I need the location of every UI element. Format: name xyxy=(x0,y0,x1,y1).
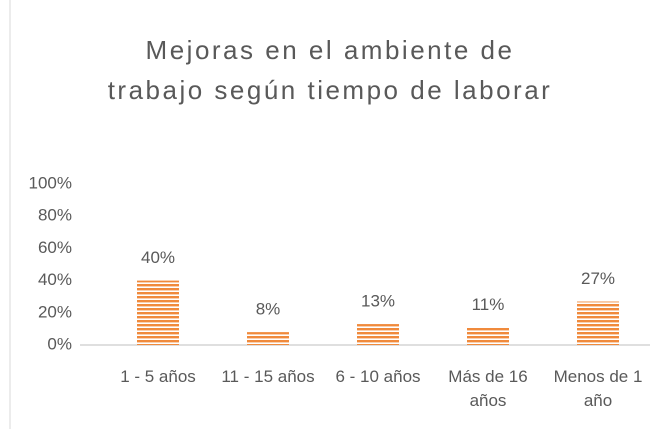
data-label: 8% xyxy=(256,300,281,319)
bar xyxy=(467,327,509,345)
y-tick-label: 40% xyxy=(38,270,72,289)
bar xyxy=(247,332,289,345)
y-tick-label: 100% xyxy=(29,173,72,192)
y-tick-label: 20% xyxy=(38,302,72,321)
data-label: 40% xyxy=(141,248,175,267)
data-label: 27% xyxy=(581,269,615,288)
x-tick-label: 11 - 15 años xyxy=(221,367,315,386)
data-label: 11% xyxy=(472,295,505,314)
bar xyxy=(357,324,399,345)
x-tick-label: Más de 16 años xyxy=(448,367,528,410)
x-tick-label: 1 - 5 años xyxy=(120,367,196,386)
bar xyxy=(137,280,179,345)
data-label: 13% xyxy=(361,292,395,311)
y-tick-label: 60% xyxy=(38,238,72,257)
x-tick-label: Menos de 1 año xyxy=(553,367,643,410)
bar xyxy=(577,301,619,345)
chart-title: Mejoras en el ambiente de trabajo según … xyxy=(107,35,553,105)
y-tick-label: 0% xyxy=(47,334,72,353)
y-tick-label: 80% xyxy=(38,206,72,225)
x-tick-label: 6 - 10 años xyxy=(335,367,421,386)
